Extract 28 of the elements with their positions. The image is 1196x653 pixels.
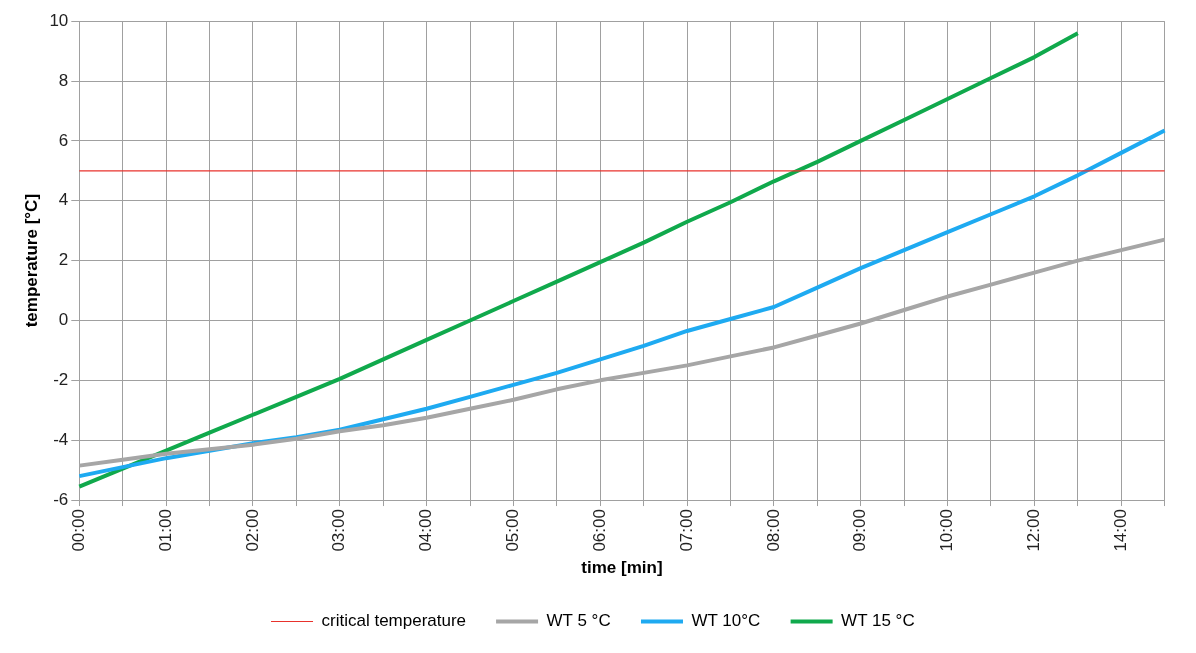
y-tick-label: -6 <box>53 489 69 509</box>
y-tick-label: 8 <box>58 70 69 90</box>
x-tick-label: 07:00 <box>676 509 696 552</box>
legend-label: WT 15 °C <box>841 611 915 631</box>
x-tick-label: 05:00 <box>503 509 523 552</box>
x-tick-label: 02:00 <box>242 509 262 552</box>
y-tick-label: 4 <box>58 190 69 210</box>
x-tick-label: 10:00 <box>937 509 957 552</box>
x-tick-label: 08:00 <box>763 509 783 552</box>
y-tick-label: 2 <box>58 250 69 270</box>
y-tick-label: -2 <box>53 370 69 390</box>
x-axis-title: time [min] <box>581 558 663 578</box>
y-axis-title: temperature [°C] <box>21 193 41 328</box>
x-tick-label: 06:00 <box>589 509 609 552</box>
y-tick-label: 6 <box>58 130 69 150</box>
x-tick-label: 03:00 <box>329 509 349 552</box>
x-tick-label: 14:00 <box>1110 509 1130 552</box>
x-tick-label: 12:00 <box>1024 509 1044 552</box>
legend-label: WT 10°C <box>691 611 761 631</box>
x-tick-label: 00:00 <box>69 509 88 552</box>
y-tick-label: 0 <box>58 310 69 330</box>
x-tick-label: 04:00 <box>416 509 436 552</box>
x-tick-label: 01:00 <box>155 509 175 552</box>
legend-label: critical temperature <box>321 611 467 631</box>
y-tick-label: -4 <box>53 429 69 449</box>
y-tick-label: 10 <box>49 10 69 30</box>
x-tick-label: 09:00 <box>850 509 870 552</box>
legend-label: WT 5 °C <box>546 611 611 631</box>
